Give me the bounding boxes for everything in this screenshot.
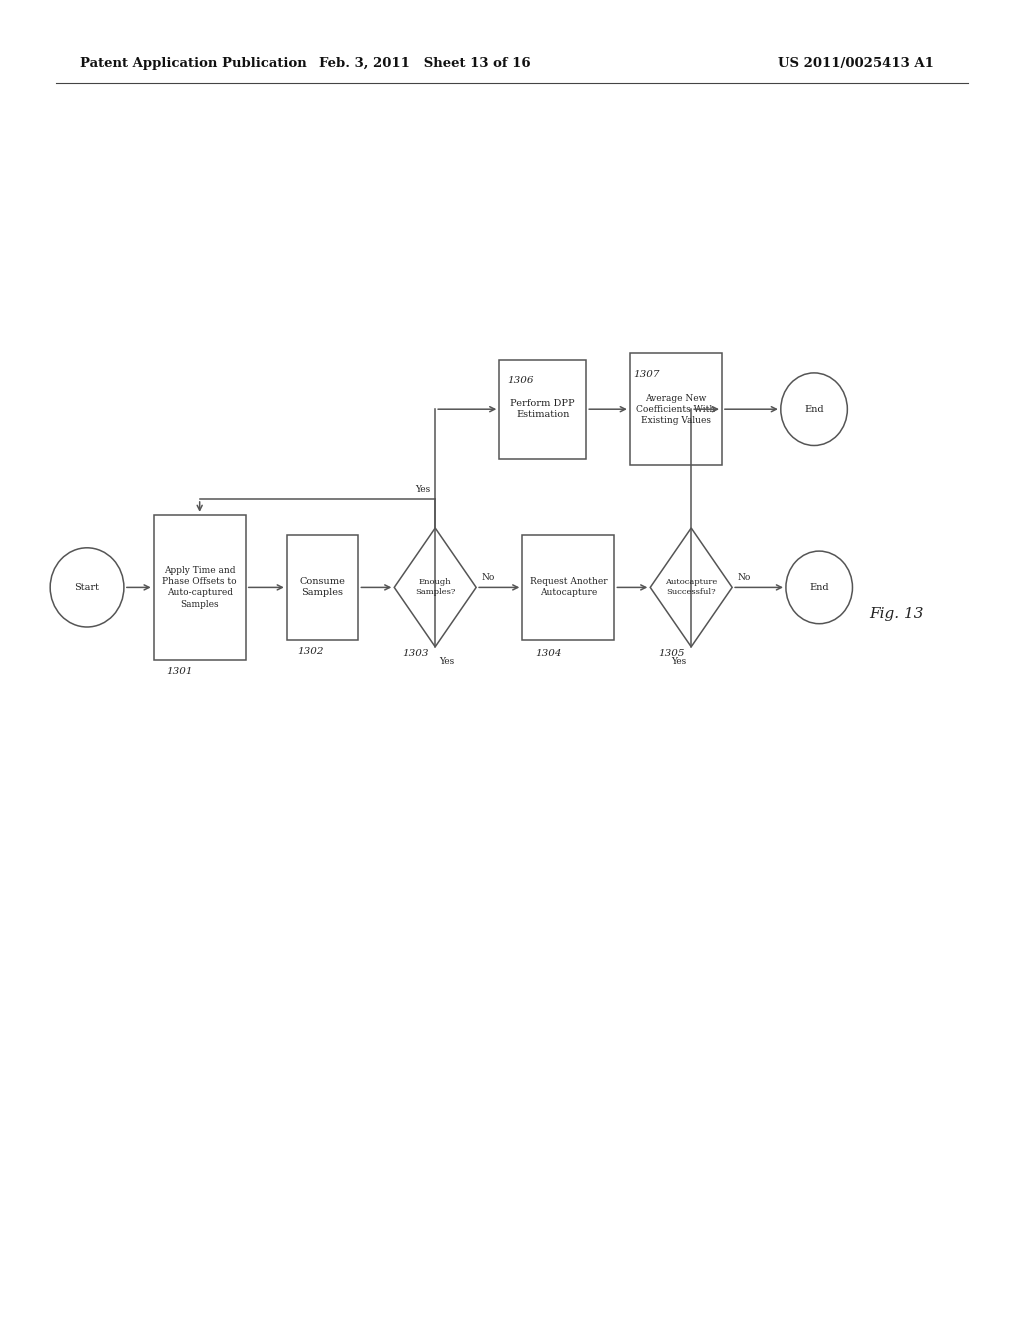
- Bar: [630, 354, 722, 466]
- Text: Patent Application Publication: Patent Application Publication: [80, 57, 306, 70]
- Text: Feb. 3, 2011   Sheet 13 of 16: Feb. 3, 2011 Sheet 13 of 16: [319, 57, 530, 70]
- Text: Yes: Yes: [415, 484, 430, 494]
- Text: Consume
Samples: Consume Samples: [300, 577, 345, 598]
- Bar: [154, 515, 246, 660]
- Text: Fig. 13: Fig. 13: [868, 607, 924, 620]
- Text: Yes: Yes: [671, 657, 686, 667]
- Text: Request Another
Autocapture: Request Another Autocapture: [529, 577, 607, 598]
- Text: 1301: 1301: [166, 667, 193, 676]
- Text: No: No: [737, 573, 751, 582]
- Text: Perform DPP
Estimation: Perform DPP Estimation: [510, 399, 575, 420]
- Text: 1305: 1305: [658, 649, 685, 659]
- Bar: [287, 535, 358, 640]
- Bar: [500, 360, 586, 459]
- Text: No: No: [481, 573, 495, 582]
- Text: Enough
Samples?: Enough Samples?: [415, 578, 456, 597]
- Text: 1302: 1302: [297, 647, 324, 656]
- Text: 1304: 1304: [536, 649, 562, 659]
- Text: End: End: [804, 405, 824, 413]
- Text: Apply Time and
Phase Offsets to
Auto-captured
Samples: Apply Time and Phase Offsets to Auto-cap…: [163, 566, 237, 609]
- Text: Yes: Yes: [439, 657, 455, 667]
- Text: End: End: [809, 583, 829, 591]
- Text: 1306: 1306: [507, 376, 534, 385]
- Text: Autocapture
Successful?: Autocapture Successful?: [665, 578, 718, 597]
- Text: US 2011/0025413 A1: US 2011/0025413 A1: [778, 57, 934, 70]
- Text: 1303: 1303: [402, 649, 429, 659]
- Text: Average New
Coefficients With
Existing Values: Average New Coefficients With Existing V…: [636, 393, 716, 425]
- Text: 1307: 1307: [633, 370, 659, 379]
- Bar: [522, 535, 614, 640]
- Text: Start: Start: [75, 583, 99, 591]
